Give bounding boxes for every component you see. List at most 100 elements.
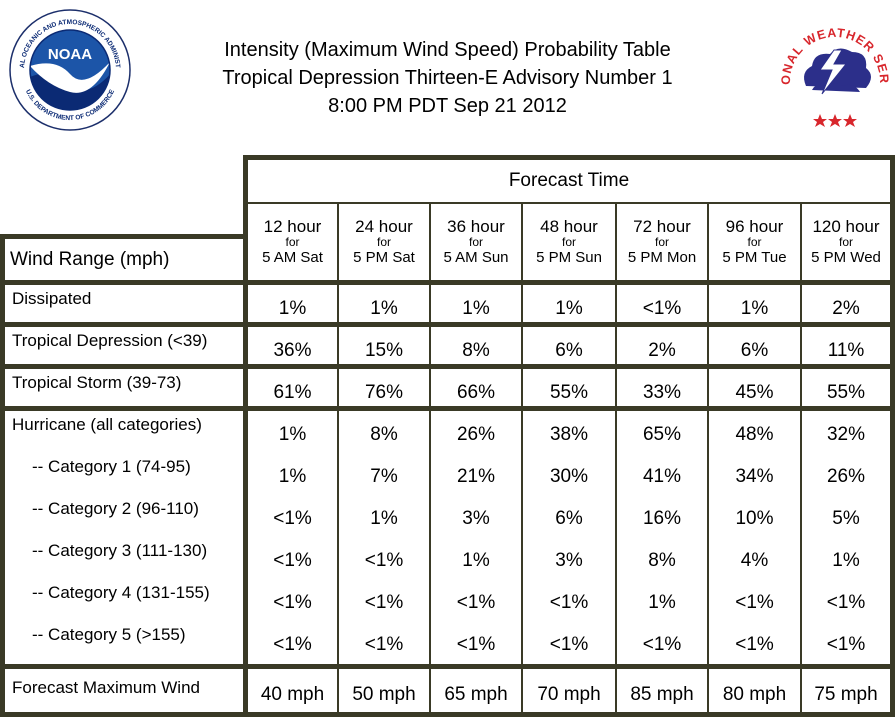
row-label: -- Category 3 (111-130): [32, 541, 208, 560]
row-label: -- Category 5 (>155): [32, 625, 186, 644]
nws-logo: NATIONAL WEATHER SERVICE: [776, 6, 894, 130]
probability-cell: 34%: [735, 466, 774, 487]
row-label: -- Category 2 (96-110): [32, 499, 199, 518]
column-time: 5 PM Mon: [627, 249, 697, 266]
table-border: [0, 234, 248, 239]
probability-cell: <1%: [735, 592, 774, 613]
probability-cell: 1%: [555, 298, 583, 319]
probability-cell: 1%: [462, 550, 490, 571]
noaa-logo-icon: NATIONAL OCEANIC AND ATMOSPHERIC ADMINIS…: [8, 8, 131, 131]
row-label: Tropical Depression (<39): [12, 331, 208, 350]
column-header: 48 hour for 5 PM Sun: [523, 204, 615, 280]
column-header: 36 hour for 5 AM Sun: [431, 204, 521, 280]
probability-cell: 1%: [278, 424, 307, 445]
table-border: [0, 406, 895, 411]
probability-cell: 4%: [740, 550, 769, 571]
column-hour: 12 hour: [263, 217, 322, 236]
probability-cell: <1%: [826, 634, 866, 655]
column-header: 24 hour for 5 PM Sat: [339, 204, 429, 280]
wind-range-header: Wind Range (mph): [10, 248, 170, 270]
column-hour: 24 hour: [355, 217, 413, 236]
column-hour: 36 hour: [447, 217, 505, 236]
max-wind-cell: 50 mph: [352, 684, 416, 705]
probability-cell: 55%: [549, 382, 589, 403]
column-for: for: [468, 235, 483, 249]
probability-cell: 30%: [549, 466, 589, 487]
column-hour: 120 hour: [812, 217, 880, 236]
probability-cell: 45%: [735, 382, 774, 403]
probability-cell: <1%: [735, 634, 774, 655]
title-line-1: Intensity (Maximum Wind Speed) Probabili…: [224, 39, 671, 61]
nws-logo-icon: NATIONAL WEATHER SERVICE: [776, 6, 890, 127]
probability-cell: 2%: [832, 298, 860, 319]
probability-cell: 1%: [462, 298, 490, 319]
column-header: 120 hour for 5 PM Wed: [802, 204, 890, 280]
probability-cell: 11%: [827, 340, 865, 361]
probability-cell: 38%: [549, 424, 589, 445]
max-wind-label: Forecast Maximum Wind: [12, 678, 200, 697]
probability-cell: <1%: [273, 592, 312, 613]
column-for: for: [561, 235, 576, 249]
probability-cell: 21%: [456, 466, 496, 487]
column-for: for: [838, 235, 853, 249]
row-label: Hurricane (all categories): [12, 415, 202, 434]
probability-cell: <1%: [273, 634, 312, 655]
table-border: [707, 202, 709, 717]
column-header: 12 hour for 5 AM Sat: [248, 204, 337, 280]
row-label: -- Category 1 (74-95): [32, 457, 191, 476]
max-wind-cell: 65 mph: [444, 684, 508, 705]
probability-cell: 66%: [456, 382, 496, 403]
column-header: 72 hour for 5 PM Mon: [617, 204, 707, 280]
probability-cell: 8%: [370, 424, 398, 445]
noaa-center-text: NOAA: [48, 46, 92, 63]
table-border: [243, 155, 248, 717]
probability-cell: 55%: [826, 382, 866, 403]
max-wind-cell: 80 mph: [722, 684, 787, 705]
probability-cell: 26%: [456, 424, 496, 445]
probability-cell: 6%: [555, 508, 583, 529]
column-time: 5 AM Sun: [443, 249, 509, 266]
column-time: 5 PM Tue: [722, 249, 787, 266]
column-hour: 48 hour: [540, 217, 598, 236]
table-border: [429, 202, 431, 717]
probability-cell: 16%: [642, 508, 682, 529]
column-time: 5 PM Sun: [536, 249, 602, 266]
table-border: [0, 664, 895, 669]
probability-cell: <1%: [456, 634, 496, 655]
table-border: [0, 712, 895, 717]
page-title: Intensity (Maximum Wind Speed) Probabili…: [140, 36, 755, 120]
probability-cell: 1%: [278, 298, 307, 319]
probability-cell: <1%: [642, 634, 682, 655]
title-line-3: 8:00 PM PDT Sep 21 2012: [328, 95, 567, 117]
probability-cell: <1%: [826, 592, 866, 613]
column-for: for: [747, 235, 762, 249]
column-header: 96 hour for 5 PM Tue: [709, 204, 800, 280]
probability-cell: 61%: [273, 382, 312, 403]
probability-cell: 2%: [648, 340, 676, 361]
probability-cell: 48%: [735, 424, 774, 445]
table-border: [243, 155, 895, 160]
probability-cell: 76%: [364, 382, 404, 403]
probability-cell: 10%: [735, 508, 774, 529]
probability-cell: 32%: [826, 424, 866, 445]
probability-cell: 1%: [370, 298, 398, 319]
table-border: [615, 202, 617, 717]
table-border: [0, 280, 895, 285]
probability-cell: <1%: [364, 634, 404, 655]
probability-cell: <1%: [273, 550, 312, 571]
row-label: -- Category 4 (131-155): [32, 583, 210, 602]
table-border: [800, 202, 802, 717]
column-time: 5 PM Sat: [353, 249, 415, 266]
probability-cell: <1%: [273, 508, 312, 529]
noaa-logo: NATIONAL OCEANIC AND ATMOSPHERIC ADMINIS…: [8, 8, 132, 132]
column-for: for: [376, 235, 391, 249]
probability-cell: 33%: [642, 382, 682, 403]
max-wind-cell: 40 mph: [260, 684, 325, 705]
max-wind-cell: 85 mph: [630, 684, 694, 705]
probability-cell: <1%: [549, 634, 589, 655]
row-label: Tropical Storm (39-73): [12, 373, 182, 392]
table-border: [337, 202, 339, 717]
table-border: [0, 364, 895, 369]
probability-cell: 1%: [832, 550, 860, 571]
probability-cell: 5%: [832, 508, 860, 529]
